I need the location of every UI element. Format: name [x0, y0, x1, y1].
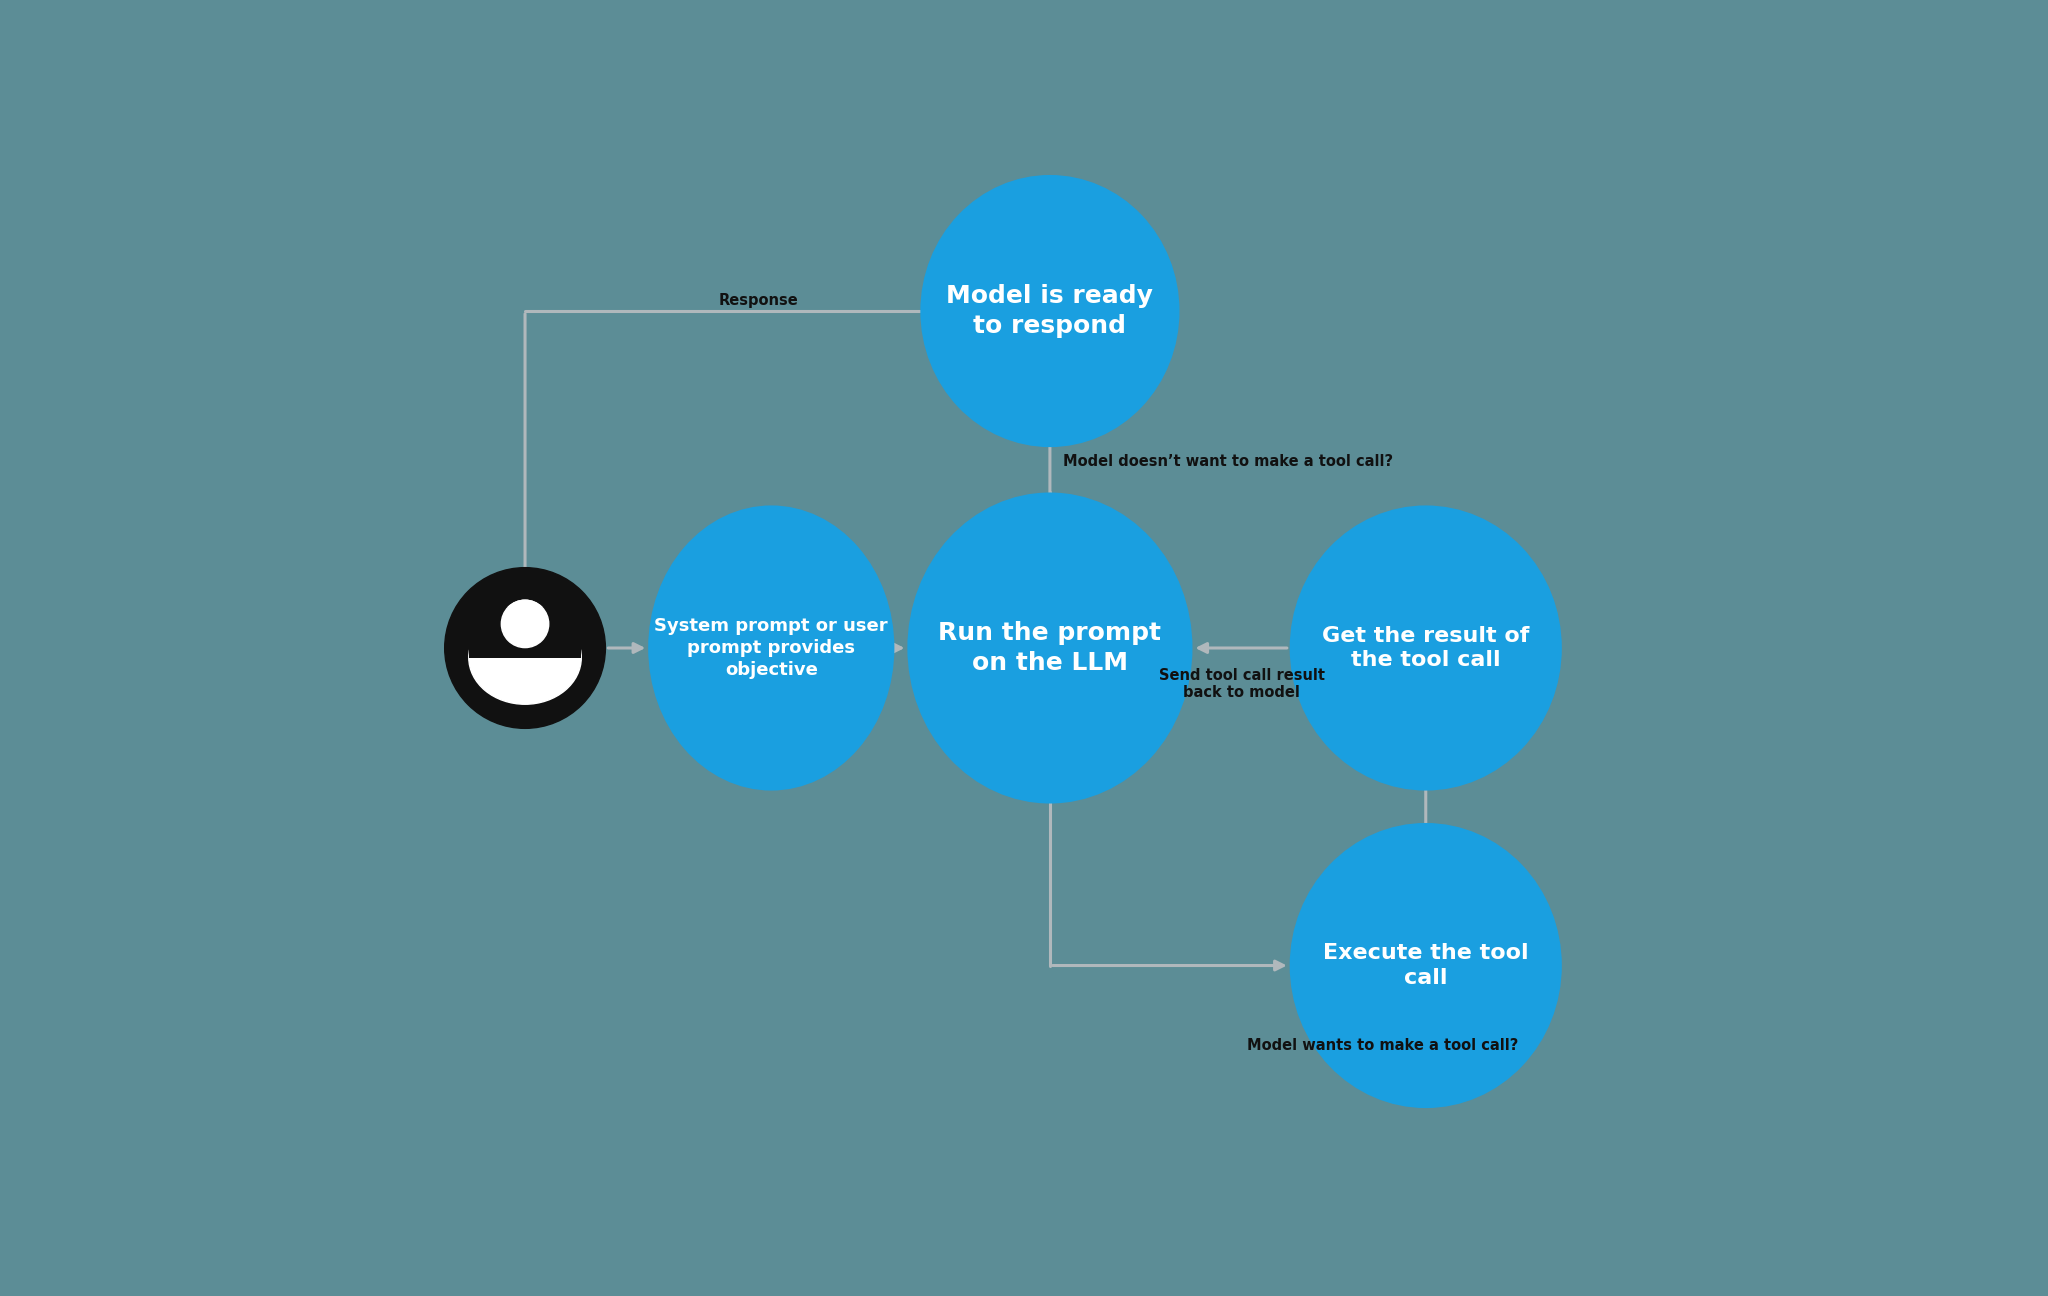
- Text: System prompt or user
prompt provides
objective: System prompt or user prompt provides ob…: [655, 617, 889, 679]
- Text: Get the result of
the tool call: Get the result of the tool call: [1323, 626, 1530, 670]
- Text: Model is ready
to respond: Model is ready to respond: [946, 284, 1153, 338]
- Text: Response: Response: [719, 293, 799, 308]
- Bar: [469, 607, 582, 657]
- Text: Run the prompt
on the LLM: Run the prompt on the LLM: [938, 621, 1161, 675]
- Circle shape: [502, 600, 549, 648]
- Ellipse shape: [920, 175, 1180, 447]
- Text: Model wants to make a tool call?: Model wants to make a tool call?: [1247, 1038, 1518, 1054]
- Circle shape: [502, 600, 549, 648]
- Ellipse shape: [647, 505, 895, 791]
- Text: Model doesn’t want to make a tool call?: Model doesn’t want to make a tool call?: [1063, 454, 1393, 469]
- Ellipse shape: [1290, 823, 1563, 1108]
- Text: Send tool call result
back to model: Send tool call result back to model: [1159, 669, 1325, 701]
- Text: Execute the tool
call: Execute the tool call: [1323, 943, 1528, 988]
- Ellipse shape: [907, 492, 1192, 804]
- Circle shape: [444, 568, 606, 728]
- Ellipse shape: [469, 610, 582, 704]
- Ellipse shape: [1290, 505, 1563, 791]
